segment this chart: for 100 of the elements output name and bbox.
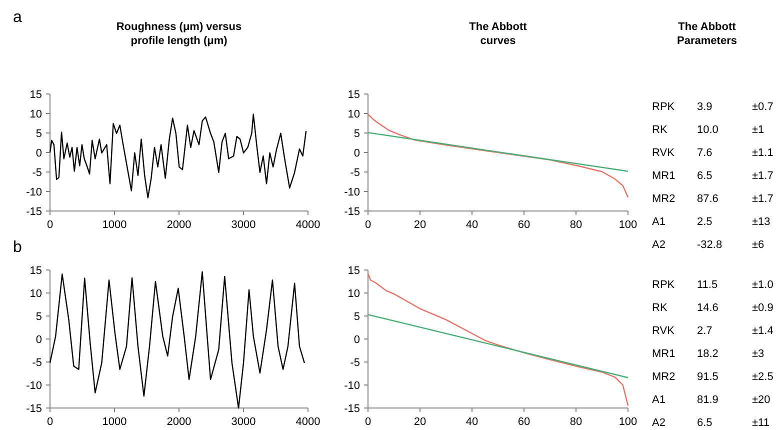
line-series: [49, 114, 307, 198]
x-tick-label: 0: [364, 416, 372, 428]
text: b: [13, 239, 22, 256]
category-label: A1: [652, 394, 666, 406]
x-tick-label: 20: [414, 416, 426, 428]
data-label: 7.6: [697, 147, 712, 159]
data-label: 3.9: [697, 101, 712, 113]
data-label: ±1.7: [752, 193, 774, 205]
y-tick-label: 15: [30, 265, 42, 277]
data-label: ±0.7: [752, 101, 774, 113]
category-label: A1: [652, 216, 666, 228]
data-label: ±13: [752, 216, 770, 228]
y-tick-label: -15: [344, 206, 360, 218]
data-label: 87.6: [697, 193, 718, 205]
x-tick-label: 4000: [296, 219, 320, 231]
data-label: ±20: [752, 394, 770, 406]
x-tick-label: 0: [46, 219, 54, 231]
y-tick-label: -10: [26, 380, 42, 392]
x-tick-label: 2000: [166, 219, 192, 231]
x-tick-label: 80: [570, 219, 582, 231]
data-label: ±1: [752, 124, 764, 136]
data-label: 81.9: [697, 394, 718, 406]
data-label: 2.7: [697, 325, 712, 337]
data-label: ±6: [752, 239, 764, 251]
y-tick-label: 5: [36, 128, 42, 140]
x-tick-label: 60: [518, 416, 530, 428]
category-label: A2: [652, 239, 666, 251]
y-tick-label: -15: [344, 403, 360, 415]
text: a: [13, 9, 22, 26]
data-label: 6.5: [697, 417, 712, 429]
data-label: ±1.0: [752, 279, 774, 291]
category-label: MR1: [652, 348, 676, 360]
data-label: ±2.5: [752, 371, 774, 383]
text: The Abbott Parameters: [677, 21, 737, 47]
data-label: ±3: [752, 348, 764, 360]
x-tick-label: 4000: [296, 416, 320, 428]
y-tick-label: -15: [26, 206, 42, 218]
x-tick-label: 40: [466, 416, 478, 428]
x-tick-label: 100: [618, 416, 638, 428]
y-tick-label: 5: [36, 311, 42, 323]
y-tick-label: 15: [348, 89, 360, 101]
x-tick-label: 0: [364, 219, 372, 231]
category-label: RK: [652, 302, 668, 314]
data-label: 2.5: [697, 216, 712, 228]
data-label: ±1.7: [752, 170, 774, 182]
y-tick-label: 10: [348, 288, 360, 300]
y-tick-label: 15: [348, 265, 360, 277]
data-label: 11.5: [697, 279, 718, 291]
y-tick-label: -15: [26, 403, 42, 415]
category-label: A2: [652, 417, 666, 429]
category-label: RVK: [652, 147, 676, 159]
y-tick-label: 0: [354, 334, 360, 346]
x-tick-label: 80: [570, 416, 582, 428]
x-tick-label: 40: [466, 219, 478, 231]
y-tick-label: -5: [32, 357, 42, 369]
x-tick-label: 60: [518, 219, 530, 231]
y-tick-label: 0: [354, 148, 360, 160]
chart-title: The Abbott curves: [469, 21, 528, 47]
y-tick-label: 10: [348, 108, 360, 120]
data-label: 14.6: [697, 302, 718, 314]
y-tick-label: 10: [30, 108, 42, 120]
data-label: 10.0: [697, 124, 718, 136]
category-label: RPK: [652, 279, 676, 291]
x-tick-label: 0: [46, 416, 54, 428]
y-tick-label: -10: [26, 186, 42, 198]
data-label: ±11: [752, 417, 770, 429]
y-tick-label: 10: [30, 288, 42, 300]
y-tick-label: 5: [354, 128, 360, 140]
data-label: ±1.4: [752, 325, 774, 337]
y-tick-label: -5: [350, 357, 360, 369]
x-tick-label: 3000: [231, 219, 256, 231]
x-tick-label: 100: [618, 219, 638, 231]
category-label: RK: [652, 124, 668, 136]
y-tick-label: -5: [32, 167, 42, 179]
data-label: 91.5: [697, 371, 718, 383]
x-tick-label: 1000: [102, 416, 127, 428]
data-label: ±1.1: [752, 147, 774, 159]
y-tick-label: -5: [350, 167, 360, 179]
data-label: 6.5: [697, 170, 712, 182]
category-label: MR1: [652, 170, 676, 182]
y-tick-label: 0: [36, 148, 42, 160]
x-tick-label: 20: [414, 219, 426, 231]
y-tick-label: -10: [344, 380, 360, 392]
y-tick-label: 15: [30, 89, 42, 101]
x-tick-label: 2000: [166, 416, 192, 428]
line-series: [367, 114, 629, 198]
data-label: ±0.9: [752, 302, 774, 314]
y-tick-label: 0: [36, 334, 42, 346]
category-label: RVK: [652, 325, 676, 337]
category-label: MR2: [652, 371, 676, 383]
y-tick-label: -10: [344, 186, 360, 198]
x-tick-label: 3000: [231, 416, 256, 428]
line-series: [49, 271, 306, 409]
data-label: 18.2: [697, 348, 718, 360]
category-label: MR2: [652, 193, 676, 205]
category-label: RPK: [652, 101, 676, 113]
data-label: -32.8: [697, 239, 722, 251]
y-tick-label: 5: [354, 311, 360, 323]
x-tick-label: 1000: [102, 219, 127, 231]
chart-title: Roughness (μm) versus profile length (μm): [116, 21, 242, 47]
